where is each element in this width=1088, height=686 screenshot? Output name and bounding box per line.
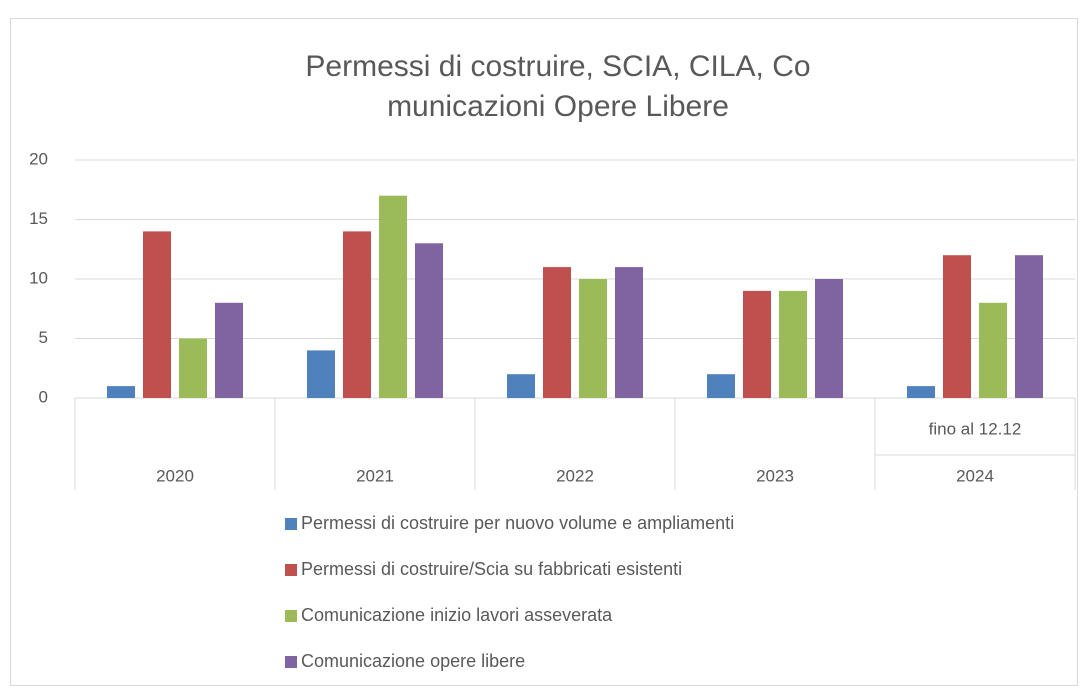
bar <box>979 302 1007 398</box>
bar <box>507 374 535 398</box>
chart-title: municazioni Opere Libere <box>387 90 729 123</box>
bar <box>343 231 371 398</box>
bar <box>1015 255 1043 398</box>
bar <box>415 243 443 398</box>
bar <box>107 386 135 398</box>
x-tick-label: 2021 <box>356 466 394 485</box>
legend-label: Permessi di costruire per nuovo volume e… <box>301 513 734 533</box>
y-tick-label: 20 <box>29 149 48 168</box>
y-tick-label: 0 <box>39 387 48 406</box>
bar <box>943 255 971 398</box>
chart-title: Permessi di costruire, SCIA, CILA, Co <box>305 50 810 83</box>
x-tick-label: 2024 <box>956 466 994 485</box>
bar <box>579 279 607 398</box>
bar <box>215 302 243 398</box>
legend-swatch <box>285 518 297 530</box>
bar <box>815 279 843 398</box>
legend-label: Permessi di costruire/Scia su fabbricati… <box>301 559 682 579</box>
bar <box>379 195 407 398</box>
bar <box>779 290 807 398</box>
x-tick-label: 2023 <box>756 466 794 485</box>
legend-label: Comunicazione opere libere <box>301 651 525 671</box>
legend-label: Comunicazione inizio lavori asseverata <box>301 605 613 625</box>
legend-swatch <box>285 564 297 576</box>
x-subcategory-label: fino al 12.12 <box>929 419 1022 438</box>
legend-swatch <box>285 610 297 622</box>
bar <box>179 338 207 398</box>
bar <box>615 267 643 398</box>
x-tick-label: 2022 <box>556 466 594 485</box>
bar <box>143 231 171 398</box>
y-tick-label: 15 <box>29 209 48 228</box>
bar <box>543 267 571 398</box>
bar <box>707 374 735 398</box>
legend-swatch <box>285 656 297 668</box>
bar <box>743 290 771 398</box>
bar <box>907 386 935 398</box>
y-tick-label: 10 <box>29 268 48 287</box>
bar <box>307 350 335 398</box>
x-tick-label: 2020 <box>156 466 194 485</box>
y-tick-label: 5 <box>39 328 48 347</box>
